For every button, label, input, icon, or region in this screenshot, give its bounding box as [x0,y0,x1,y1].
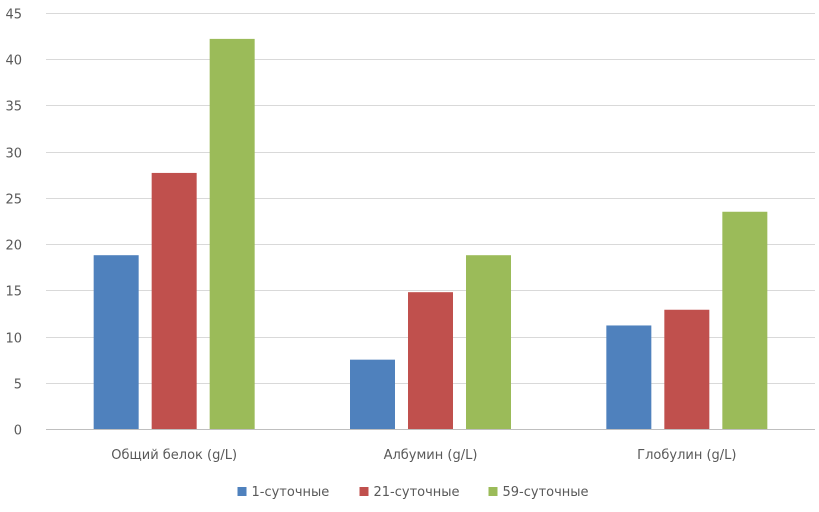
y-tick-label: 5 [14,378,22,393]
legend: 1-суточные 21-суточные 59-суточные [237,485,589,500]
legend-swatch [237,487,247,496]
legend-item: 1-суточные [237,485,330,500]
y-axis-ticks: 0 5 10 15 20 25 30 35 40 45 [5,8,22,439]
y-tick-label: 10 [5,332,22,347]
y-tick-label: 40 [5,54,22,69]
y-tick-label: 25 [5,193,22,208]
bar: 59-суточные: 42.2 [209,38,255,429]
bar: 21-суточные: 14.8 [408,292,453,429]
x-axis-categories: Общий белок (g/L) Албумин (g/L) Глобулин (… [111,448,736,463]
y-tick-label: 45 [5,8,22,23]
legend-item: 59-суточные [488,485,589,500]
bar: 1-суточные: 7.5 [350,359,395,429]
legend-label: 21-суточные [374,485,460,500]
y-tick-label: 0 [14,424,22,439]
bar: 1-суточные: 11.2 [606,325,652,429]
bar: 21-суточные: 27.7 [151,172,197,429]
bar: 59-суточные: 18.8 [466,255,511,429]
y-tick-label: 15 [5,285,22,300]
y-tick-label: 35 [5,100,22,115]
legend-label: 59-суточные [503,485,589,500]
legend-swatch [488,487,498,496]
bar: 1-суточные: 18.8 [93,255,139,429]
legend-item: 21-суточные [359,485,460,500]
legend-label: 1-суточные [252,485,330,500]
bar: 59-суточные: 23.5 [722,211,768,429]
x-category-label: Глобулин (g/L) [637,448,736,463]
bar: 21-суточные: 12.9 [664,309,710,429]
x-category-label: Албумин (g/L) [384,448,478,463]
x-category-label: Общий белок (g/L) [111,448,237,463]
y-tick-label: 30 [5,147,22,162]
legend-swatch [359,487,369,496]
y-tick-label: 20 [5,239,22,254]
bars: 1-суточные: 18.8 21-суточные: 27.7 59-суто… [93,38,768,429]
